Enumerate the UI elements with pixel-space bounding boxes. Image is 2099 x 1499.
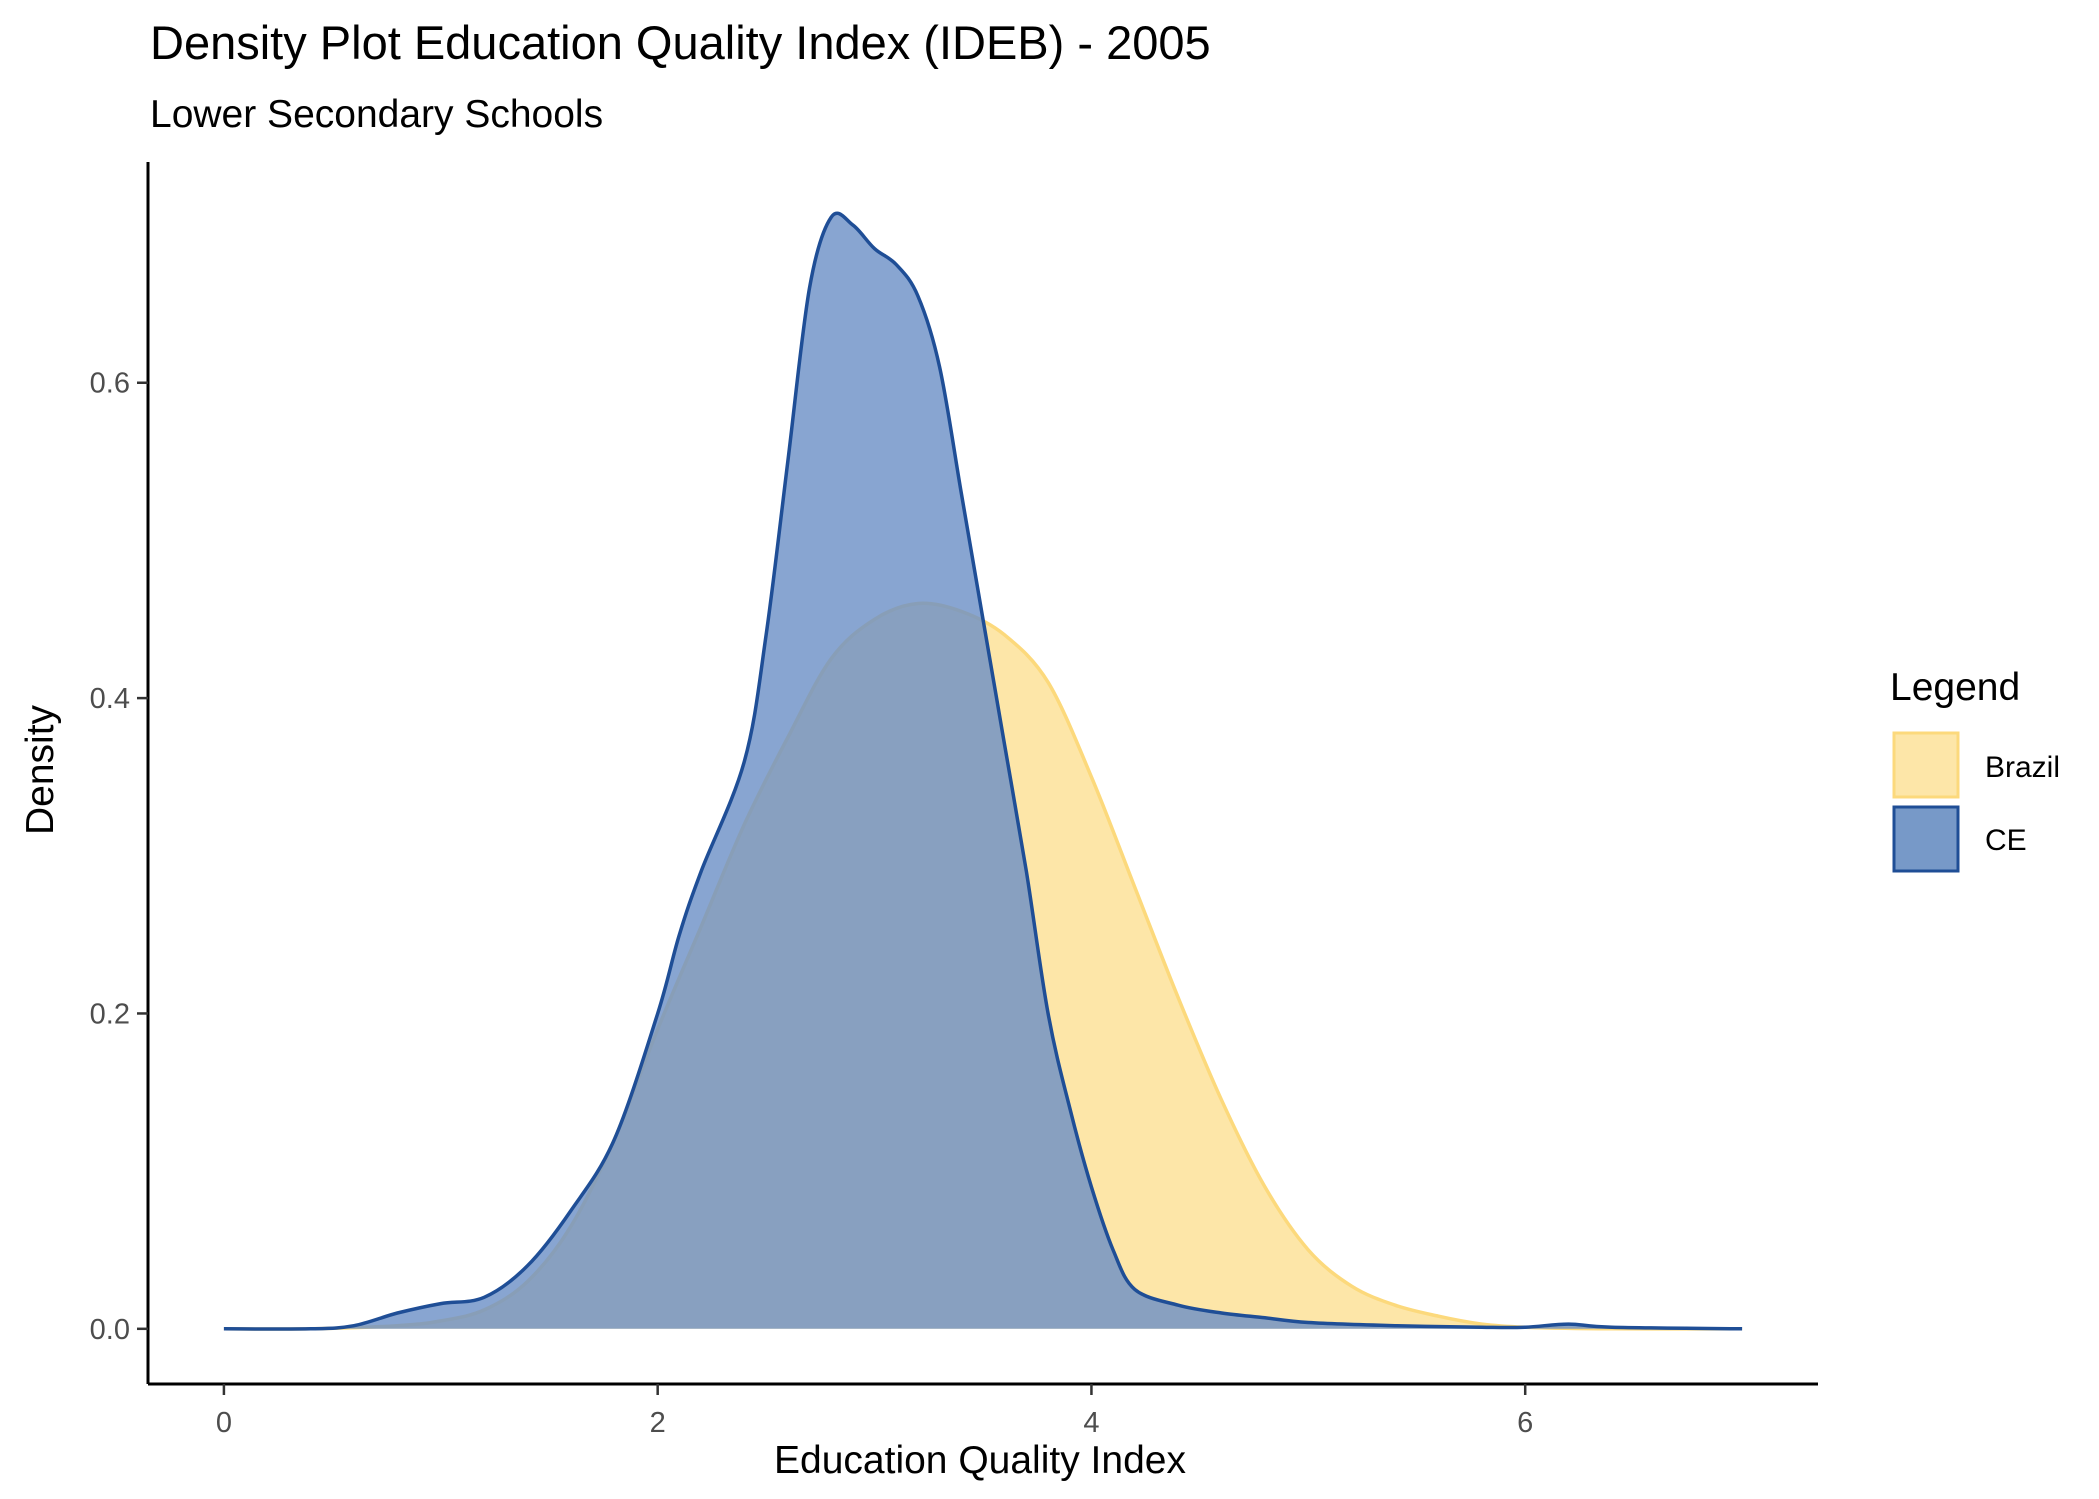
density-line-ce bbox=[223, 211, 1743, 1331]
y-axis-title: Density bbox=[19, 704, 62, 835]
x-axis-ticks: 0 2 4 6 bbox=[216, 1384, 1533, 1439]
y-tick-label: 0.4 bbox=[90, 683, 130, 715]
density-areas bbox=[223, 211, 1743, 1331]
x-axis-title: Education Quality Index bbox=[774, 1439, 1186, 1482]
density-area-ce bbox=[223, 213, 1743, 1330]
x-tick-label: 2 bbox=[650, 1407, 666, 1439]
legend: Legend Brazil CE bbox=[1890, 666, 2060, 873]
x-tick-label: 4 bbox=[1083, 1407, 1099, 1439]
legend-label-ce: CE bbox=[1985, 824, 2027, 857]
y-axis-ticks: 0.0 0.2 0.4 0.6 bbox=[90, 368, 148, 1346]
legend-title: Legend bbox=[1890, 666, 2020, 709]
chart-subtitle: Lower Secondary Schools bbox=[150, 93, 603, 136]
y-tick-label: 0.6 bbox=[90, 368, 130, 400]
y-tick-label: 0.0 bbox=[90, 1314, 130, 1346]
y-tick-label: 0.2 bbox=[90, 998, 130, 1030]
legend-key-ce bbox=[1892, 805, 1960, 873]
chart-title: Density Plot Education Quality Index (ID… bbox=[150, 16, 1211, 69]
legend-key-brazil bbox=[1892, 731, 1960, 799]
x-tick-label: 0 bbox=[216, 1407, 232, 1439]
x-tick-label: 6 bbox=[1517, 1407, 1533, 1439]
legend-label-brazil: Brazil bbox=[1985, 751, 2060, 784]
